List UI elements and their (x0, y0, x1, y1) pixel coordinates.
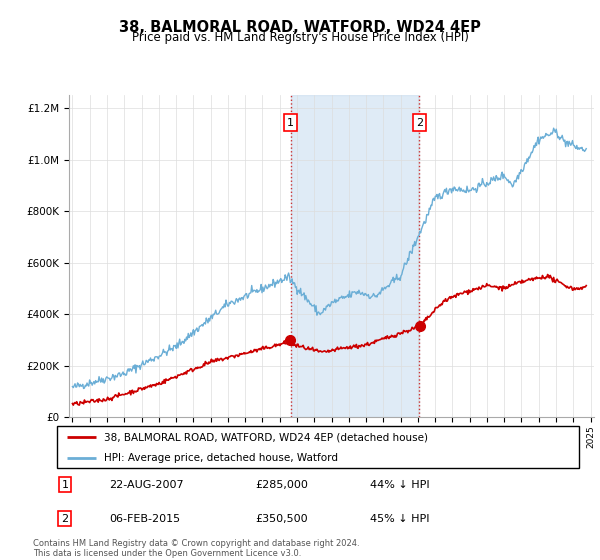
Text: 22-AUG-2007: 22-AUG-2007 (109, 479, 184, 489)
Text: £285,000: £285,000 (256, 479, 308, 489)
Text: 06-FEB-2015: 06-FEB-2015 (109, 514, 181, 524)
Text: £350,500: £350,500 (256, 514, 308, 524)
Text: 38, BALMORAL ROAD, WATFORD, WD24 4EP: 38, BALMORAL ROAD, WATFORD, WD24 4EP (119, 20, 481, 35)
Text: 1: 1 (287, 118, 294, 128)
Text: 45% ↓ HPI: 45% ↓ HPI (370, 514, 430, 524)
Text: 2: 2 (61, 514, 68, 524)
Text: Price paid vs. HM Land Registry's House Price Index (HPI): Price paid vs. HM Land Registry's House … (131, 31, 469, 44)
Text: 44% ↓ HPI: 44% ↓ HPI (370, 479, 430, 489)
Text: 38, BALMORAL ROAD, WATFORD, WD24 4EP (detached house): 38, BALMORAL ROAD, WATFORD, WD24 4EP (de… (104, 432, 428, 442)
Text: Contains HM Land Registry data © Crown copyright and database right 2024.
This d: Contains HM Land Registry data © Crown c… (33, 539, 359, 558)
Bar (290, 95, 419, 417)
FancyBboxPatch shape (57, 426, 579, 468)
Text: HPI: Average price, detached house, Watford: HPI: Average price, detached house, Watf… (104, 454, 338, 463)
Text: 2: 2 (416, 118, 423, 128)
Text: 1: 1 (61, 479, 68, 489)
